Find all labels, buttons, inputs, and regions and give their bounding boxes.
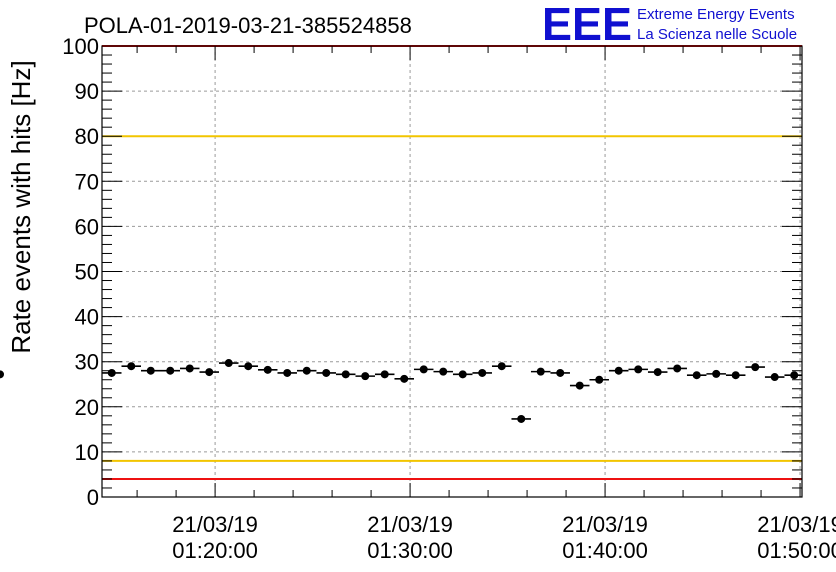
- data-point: [146, 366, 155, 375]
- data-point: [302, 366, 311, 375]
- data-point: [595, 375, 604, 384]
- eee-logo-letters: EEE: [542, 0, 632, 50]
- y-tick-label: 60: [75, 214, 99, 239]
- x-tick-label-date: 21/03/19: [757, 512, 836, 537]
- data-point: [575, 381, 584, 390]
- y-tick-label: 100: [62, 34, 99, 59]
- data-point: [361, 372, 370, 381]
- data-point: [380, 370, 389, 379]
- x-tick-label-time: 01:40:00: [562, 538, 648, 563]
- data-point: [770, 373, 779, 382]
- data-point: [166, 366, 175, 375]
- data-point: [0, 370, 4, 379]
- y-tick-label: 40: [75, 305, 99, 330]
- x-tick-labels: 21/03/1901:20:0021/03/1901:30:0021/03/19…: [172, 512, 836, 563]
- x-tick-label-date: 21/03/19: [172, 512, 258, 537]
- data-point: [419, 365, 428, 374]
- x-tick-label-date: 21/03/19: [562, 512, 648, 537]
- eee-logo-line2: La Scienza nelle Scuole: [637, 26, 797, 43]
- data-point: [341, 370, 350, 379]
- data-point: [673, 364, 682, 373]
- x-tick-label-time: 01:20:00: [172, 538, 258, 563]
- y-tick-label: 10: [75, 440, 99, 465]
- data-point: [517, 414, 526, 423]
- grid-lines: [102, 46, 802, 497]
- y-tick-labels: 0 10 20 30 40 50 60 70 80 90 100: [62, 34, 99, 510]
- eee-logo: EEE Extreme Energy Events La Scienza nel…: [542, 0, 797, 50]
- x-tick-label-time: 01:50:00: [757, 538, 836, 563]
- y-tick-label: 20: [75, 395, 99, 420]
- data-point: [439, 367, 448, 376]
- data-point: [107, 368, 116, 377]
- eee-logo-line1: Extreme Energy Events: [637, 6, 795, 23]
- y-tick-label: 0: [87, 485, 99, 510]
- data-point: [634, 365, 643, 374]
- data-point: [751, 363, 760, 372]
- y-tick-label: 30: [75, 350, 99, 375]
- y-tick-label: 50: [75, 260, 99, 285]
- y-tick-label: 90: [75, 79, 99, 104]
- data-point: [497, 362, 506, 371]
- data-point: [458, 370, 467, 379]
- axis-ticks: [102, 45, 802, 498]
- data-point: [790, 371, 799, 380]
- y-tick-label: 80: [75, 124, 99, 149]
- data-point: [185, 364, 194, 373]
- data-points: [0, 359, 802, 423]
- data-point: [127, 362, 136, 371]
- data-point: [205, 368, 214, 377]
- data-point: [556, 368, 565, 377]
- data-point: [224, 359, 233, 368]
- data-point: [536, 367, 545, 376]
- data-point: [283, 368, 292, 377]
- y-tick-label: 70: [75, 169, 99, 194]
- x-tick-label-time: 01:30:00: [367, 538, 453, 563]
- x-tick-label-date: 21/03/19: [367, 512, 453, 537]
- data-point: [400, 374, 409, 383]
- y-axis-label: Rate events with hits [Hz]: [6, 60, 36, 353]
- data-point: [263, 365, 272, 374]
- data-point: [653, 368, 662, 377]
- data-point: [478, 368, 487, 377]
- chart-title: POLA-01-2019-03-21-385524858: [84, 13, 412, 38]
- data-point: [731, 371, 740, 380]
- data-point: [614, 366, 623, 375]
- data-point: [692, 371, 701, 380]
- reference-lines: [102, 45, 802, 480]
- data-point: [712, 369, 721, 378]
- data-point: [244, 362, 253, 371]
- data-point: [322, 368, 331, 377]
